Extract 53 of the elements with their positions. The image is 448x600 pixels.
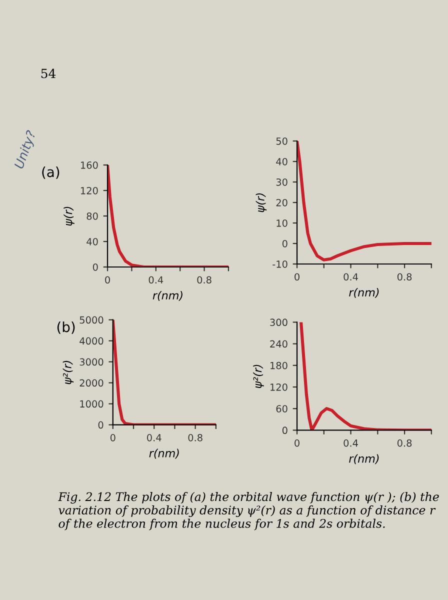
y-tick-label: 240	[270, 340, 288, 348]
y-tick-label: 80	[86, 212, 98, 220]
x-tick-label: 0	[294, 439, 300, 447]
y-axis-title: ψ²(r)	[62, 360, 74, 384]
x-axis-title: r(nm)	[349, 288, 379, 298]
x-tick-label: 0.4	[344, 439, 358, 447]
y-tick-label: 5000	[80, 316, 104, 324]
x-tick-label: 0.8	[188, 434, 202, 442]
line-series	[297, 141, 432, 262]
line-series	[300, 322, 432, 430]
y-tick-label: 120	[270, 383, 288, 391]
y-tick-label: 40	[86, 238, 98, 246]
y-tick-label: 0	[92, 263, 98, 271]
text: Unity?	[14, 130, 38, 170]
y-tick-label: 180	[270, 362, 288, 370]
x-axis-title: r(nm)	[349, 454, 379, 464]
x-tick-label: 0.8	[397, 273, 412, 281]
y-tick-label: -10	[272, 260, 288, 268]
y-tick-label: 30	[276, 178, 288, 186]
chart-title: (b)	[57, 321, 75, 334]
chart-title: (a)	[42, 166, 60, 179]
y-tick-label: 20	[276, 198, 288, 206]
x-tick-label: 0	[110, 434, 116, 442]
text: 54	[41, 68, 56, 78]
y-tick-label: 4000	[80, 337, 104, 345]
y-tick-label: 160	[81, 161, 98, 169]
y-tick-label: 300	[270, 318, 288, 326]
y-tick-label: 2000	[80, 379, 104, 387]
x-tick-label: 0	[105, 276, 110, 284]
x-tick-label: 0.8	[197, 276, 212, 284]
y-tick-label: 3000	[80, 358, 104, 366]
y-tick-label: 10	[276, 219, 288, 227]
x-tick-label: 0	[294, 273, 300, 281]
x-tick-label: 0.4	[147, 434, 162, 442]
y-tick-label: 50	[276, 137, 288, 145]
x-tick-label: 0.4	[148, 276, 164, 284]
y-axis-title: ψ(r)	[64, 206, 74, 226]
x-axis-title: r(nm)	[149, 448, 179, 459]
y-tick-label: 1000	[80, 400, 104, 408]
y-tick-label: 0	[282, 426, 288, 434]
line-series	[112, 320, 216, 425]
x-tick-label: 0.4	[344, 273, 358, 281]
line-series	[108, 165, 228, 267]
x-axis-title: r(nm)	[152, 291, 182, 301]
y-axis-title: ψ²(r)	[253, 364, 264, 388]
y-tick-label: 120	[81, 186, 98, 194]
y-axis-title: ψ(r)	[256, 193, 267, 212]
caption: Fig. 2.12 The plots of (a) the orbital wave function ψ(r ); (b) the variation of probability density ψ²(r) as a function of distance r of the electron from the nucleus for 1s and 2s orbitals.	[58, 492, 439, 530]
y-tick-label: 40	[276, 158, 288, 166]
x-tick-label: 0.8	[397, 439, 412, 447]
y-tick-label: 0	[98, 421, 104, 429]
y-tick-label: 0	[282, 240, 288, 248]
y-tick-label: 60	[276, 405, 288, 412]
